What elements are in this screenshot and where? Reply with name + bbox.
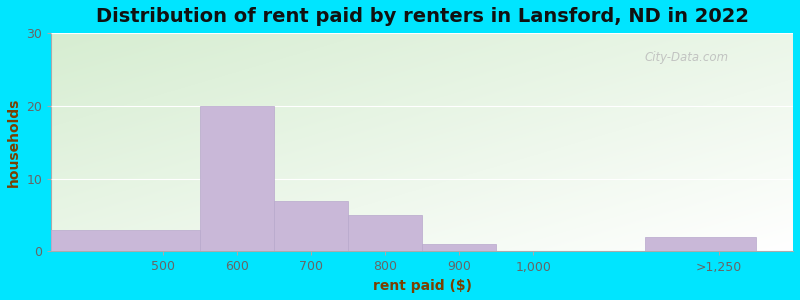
Text: City-Data.com: City-Data.com: [645, 50, 729, 64]
X-axis label: rent paid ($): rent paid ($): [373, 279, 472, 293]
Bar: [348, 215, 422, 251]
Title: Distribution of rent paid by renters in Lansford, ND in 2022: Distribution of rent paid by renters in …: [96, 7, 749, 26]
Y-axis label: households: households: [7, 98, 21, 187]
Bar: [200, 106, 274, 251]
Bar: [422, 244, 496, 251]
Bar: [274, 200, 348, 251]
Bar: [51, 230, 200, 251]
Bar: [645, 237, 756, 251]
